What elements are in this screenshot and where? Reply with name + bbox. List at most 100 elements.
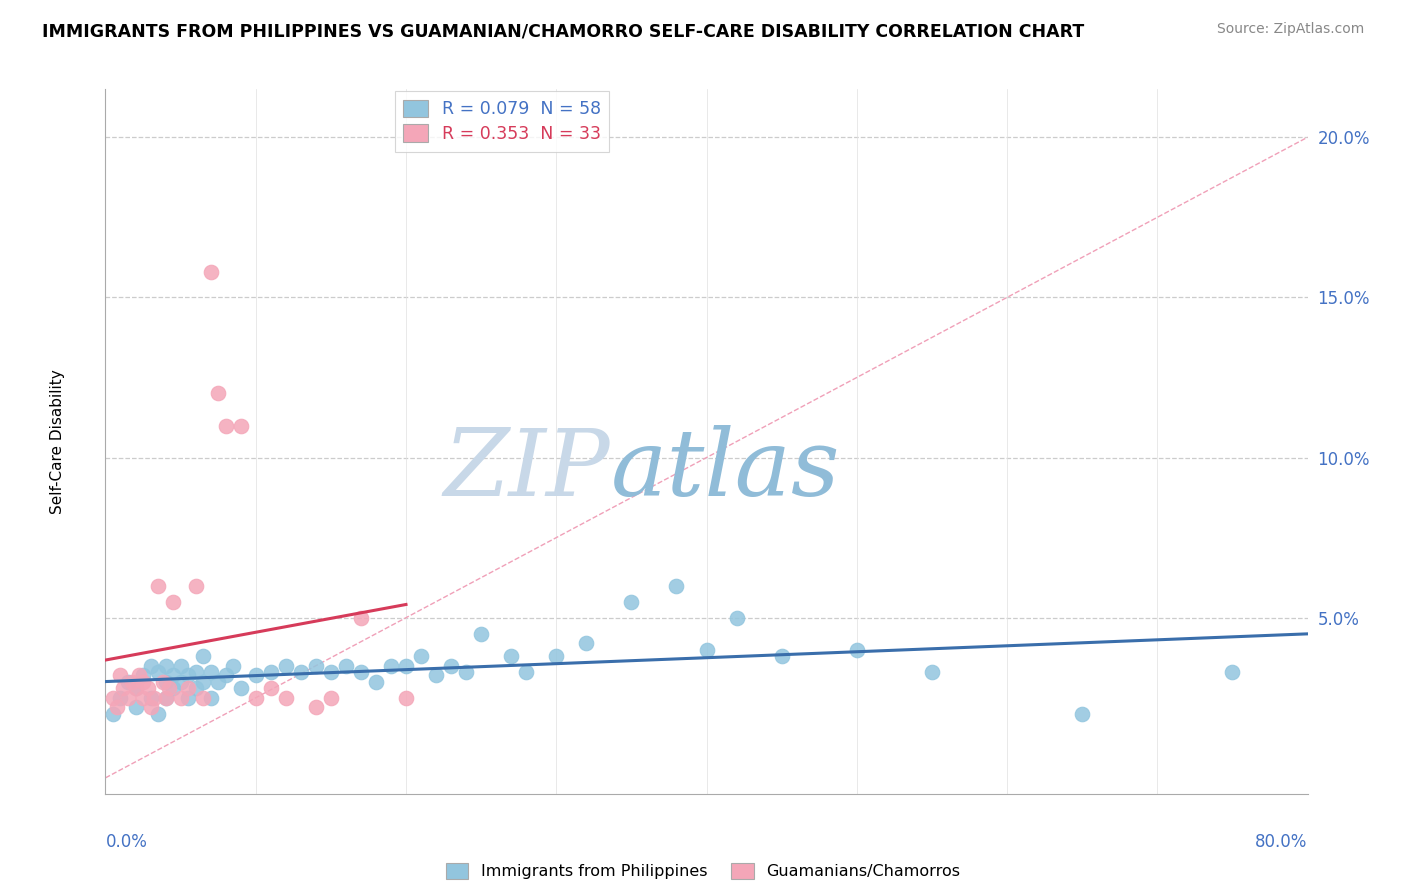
Point <box>139 700 162 714</box>
Point <box>350 665 373 680</box>
Point <box>770 649 793 664</box>
Point <box>191 690 214 705</box>
Text: Source: ZipAtlas.com: Source: ZipAtlas.com <box>1216 22 1364 37</box>
Point <box>132 674 155 689</box>
Point <box>162 681 184 696</box>
Point <box>162 595 184 609</box>
Point <box>136 681 159 696</box>
Point <box>155 690 177 705</box>
Point <box>155 690 177 705</box>
Point <box>117 674 139 689</box>
Point <box>245 668 267 682</box>
Point <box>169 674 191 689</box>
Point <box>142 690 165 705</box>
Point <box>155 674 177 689</box>
Point <box>207 386 229 401</box>
Point <box>725 610 748 624</box>
Point <box>152 674 174 689</box>
Point <box>177 690 200 705</box>
Text: IMMIGRANTS FROM PHILIPPINES VS GUAMANIAN/CHAMORRO SELF-CARE DISABILITY CORRELATI: IMMIGRANTS FROM PHILIPPINES VS GUAMANIAN… <box>42 22 1084 40</box>
Point <box>110 668 132 682</box>
Point <box>425 668 447 682</box>
Point <box>124 681 146 696</box>
Point <box>128 668 150 682</box>
Point <box>470 626 492 640</box>
Point <box>207 674 229 689</box>
Point <box>169 690 191 705</box>
Point <box>101 690 124 705</box>
Point <box>146 579 169 593</box>
Text: ZIP: ZIP <box>444 425 610 515</box>
Point <box>184 681 207 696</box>
Point <box>260 681 283 696</box>
Point <box>274 690 297 705</box>
Point <box>110 690 132 705</box>
Point <box>575 636 598 650</box>
Point <box>364 674 387 689</box>
Point <box>665 579 688 593</box>
Point <box>696 642 718 657</box>
Point <box>501 649 523 664</box>
Point <box>139 690 162 705</box>
Point <box>395 690 418 705</box>
Point <box>409 649 432 664</box>
Point <box>319 665 342 680</box>
Point <box>101 706 124 721</box>
Point <box>124 700 146 714</box>
Point <box>132 690 155 705</box>
Point <box>454 665 477 680</box>
Point <box>169 658 191 673</box>
Point <box>845 642 868 657</box>
Point <box>319 690 342 705</box>
Point <box>546 649 568 664</box>
Point <box>112 681 135 696</box>
Text: 80.0%: 80.0% <box>1256 832 1308 851</box>
Point <box>380 658 402 673</box>
Point <box>214 418 236 433</box>
Point <box>305 658 328 673</box>
Point <box>184 665 207 680</box>
Point <box>1071 706 1094 721</box>
Point <box>191 674 214 689</box>
Point <box>440 658 463 673</box>
Point <box>222 658 245 673</box>
Point <box>155 658 177 673</box>
Point <box>229 418 252 433</box>
Point <box>177 668 200 682</box>
Point <box>200 265 222 279</box>
Text: 0.0%: 0.0% <box>105 832 148 851</box>
Point <box>117 690 139 705</box>
Point <box>1222 665 1244 680</box>
Point <box>214 668 236 682</box>
Point <box>132 668 155 682</box>
Point <box>121 674 143 689</box>
Point <box>200 665 222 680</box>
Legend: Immigrants from Philippines, Guamanians/Chamorros: Immigrants from Philippines, Guamanians/… <box>441 858 965 884</box>
Text: atlas: atlas <box>610 425 839 515</box>
Point <box>146 665 169 680</box>
Point <box>305 700 328 714</box>
Point <box>200 690 222 705</box>
Point <box>515 665 537 680</box>
Point <box>107 700 129 714</box>
Point <box>157 681 180 696</box>
Point <box>245 690 267 705</box>
Point <box>184 579 207 593</box>
Point <box>274 658 297 673</box>
Point <box>146 706 169 721</box>
Legend: R = 0.079  N = 58, R = 0.353  N = 33: R = 0.079 N = 58, R = 0.353 N = 33 <box>395 91 609 152</box>
Point <box>921 665 943 680</box>
Point <box>162 668 184 682</box>
Point <box>139 658 162 673</box>
Point <box>177 681 200 696</box>
Point <box>191 649 214 664</box>
Point <box>290 665 312 680</box>
Point <box>124 681 146 696</box>
Point <box>350 610 373 624</box>
Point <box>395 658 418 673</box>
Point <box>229 681 252 696</box>
Point <box>620 595 643 609</box>
Point <box>335 658 357 673</box>
Text: Self-Care Disability: Self-Care Disability <box>49 369 65 514</box>
Point <box>260 665 283 680</box>
